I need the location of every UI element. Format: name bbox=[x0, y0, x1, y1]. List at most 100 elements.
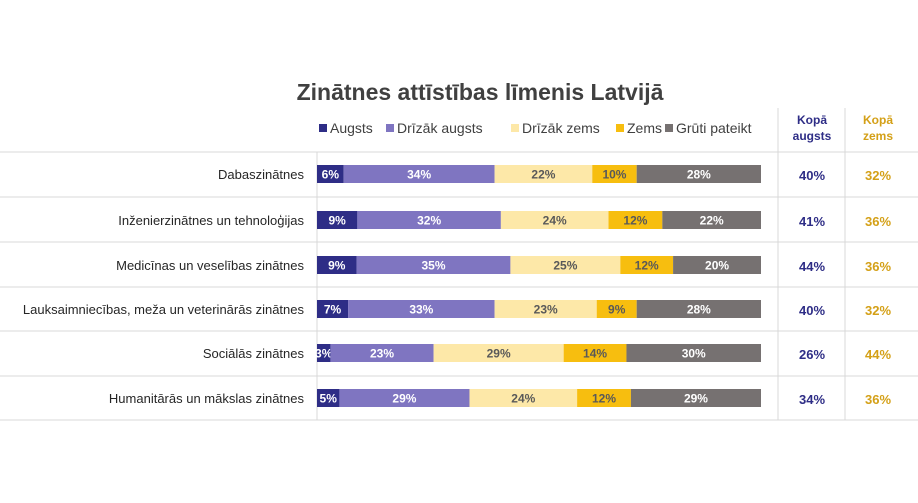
bar-segment-0-4 bbox=[636, 165, 761, 183]
chart-row-1: Inženierzinātnes un tehnoloģijas 9% 32% 24%… bbox=[118, 211, 761, 229]
gridlines bbox=[0, 108, 918, 421]
legend-label-0: Augsts bbox=[330, 120, 373, 136]
bar-label-4-4: 30% bbox=[682, 347, 706, 361]
bar-segment-5-2 bbox=[469, 389, 578, 407]
bar-segment-4-1 bbox=[330, 344, 434, 362]
category-label-3: Lauksaimniecības, meža un veterinārās zi… bbox=[23, 302, 305, 317]
bar-segment-3-4 bbox=[636, 300, 761, 318]
bar-label-0-4: 28% bbox=[687, 168, 711, 182]
bar-label-5-1: 29% bbox=[392, 392, 416, 406]
bar-label-3-3: 9% bbox=[608, 303, 626, 317]
bar-segment-3-2 bbox=[494, 300, 597, 318]
totals-value-1-2: 36% bbox=[865, 259, 891, 274]
chart-row-0: Dabaszinātnes 6% 34% 22% 10% 28% bbox=[218, 165, 761, 183]
category-label-0: Dabaszinātnes bbox=[218, 167, 304, 182]
bar-segment-2-2 bbox=[510, 256, 621, 274]
bar-segment-5-4 bbox=[630, 389, 761, 407]
bar-segment-4-0 bbox=[317, 344, 331, 362]
totals-value-0-1: 41% bbox=[799, 214, 825, 229]
bar-label-3-4: 28% bbox=[687, 303, 711, 317]
bar-label-1-1: 32% bbox=[417, 214, 441, 228]
legend: Augsts Drīzāk augsts Drīzāk zems Zems Grūti … bbox=[319, 120, 752, 136]
totals-value-1-0: 32% bbox=[865, 168, 891, 183]
totals-header-1-1: zems bbox=[863, 129, 893, 143]
totals-value-0-2: 44% bbox=[799, 259, 825, 274]
bar-label-4-0: 3% bbox=[315, 347, 333, 361]
chart-rows: Dabaszinātnes 6% 34% 22% 10% 28% Inženierzināt… bbox=[23, 165, 761, 407]
bar-label-0-2: 22% bbox=[531, 168, 555, 182]
category-label-5: Humanitārās un mākslas zinātnes bbox=[109, 391, 305, 406]
bar-segment-4-2 bbox=[433, 344, 564, 362]
totals-value-0-4: 26% bbox=[799, 347, 825, 362]
legend-label-2: Drīzāk zems bbox=[522, 120, 600, 136]
bar-segment-0-1 bbox=[343, 165, 495, 183]
bar-segment-1-4 bbox=[662, 211, 761, 229]
totals-header-0-0: Kopā bbox=[797, 113, 827, 127]
bar-segment-3-0 bbox=[317, 300, 349, 318]
bar-segment-3-3 bbox=[596, 300, 637, 318]
legend-swatch-3 bbox=[616, 124, 624, 132]
bar-segment-1-3 bbox=[608, 211, 663, 229]
category-label-2: Medicīnas un veselības zinātnes bbox=[116, 258, 304, 273]
bar-label-2-2: 25% bbox=[553, 259, 577, 273]
totals-value-1-3: 32% bbox=[865, 303, 891, 318]
bar-segment-2-0 bbox=[317, 256, 357, 274]
bar-label-2-3: 12% bbox=[635, 259, 659, 273]
bar-segment-2-1 bbox=[356, 256, 511, 274]
bar-label-0-1: 34% bbox=[407, 168, 431, 182]
chart-row-4: Sociālās zinātnes 3% 23% 29% 14% 30% bbox=[203, 344, 761, 362]
bar-label-4-3: 14% bbox=[583, 347, 607, 361]
legend-label-4: Grūti pateikt bbox=[676, 120, 752, 136]
bar-label-3-2: 23% bbox=[534, 303, 558, 317]
legend-swatch-1 bbox=[386, 124, 394, 132]
bar-segment-0-2 bbox=[494, 165, 593, 183]
bar-label-5-0: 5% bbox=[320, 392, 338, 406]
bar-segment-0-3 bbox=[592, 165, 637, 183]
category-label-4: Sociālās zinātnes bbox=[203, 346, 305, 361]
bar-label-0-0: 6% bbox=[322, 168, 340, 182]
legend-swatch-2 bbox=[511, 124, 519, 132]
legend-swatch-0 bbox=[319, 124, 327, 132]
totals-value-0-5: 34% bbox=[799, 392, 825, 407]
bar-label-1-0: 9% bbox=[329, 214, 347, 228]
chart-row-5: Humanitārās un mākslas zinātnes 5% 29% 24% 1… bbox=[109, 389, 761, 407]
bar-label-2-4: 20% bbox=[705, 259, 729, 273]
bar-segment-0-0 bbox=[317, 165, 344, 183]
bar-label-0-3: 10% bbox=[602, 168, 626, 182]
bar-label-3-1: 33% bbox=[409, 303, 433, 317]
chart-row-2: Medicīnas un veselības zinātnes 9% 35% 25% 1… bbox=[116, 256, 761, 274]
bar-label-4-2: 29% bbox=[487, 347, 511, 361]
bar-label-1-2: 24% bbox=[543, 214, 567, 228]
bar-label-5-2: 24% bbox=[511, 392, 535, 406]
legend-label-3: Zems bbox=[627, 120, 662, 136]
bar-label-1-3: 12% bbox=[623, 214, 647, 228]
bar-segment-5-1 bbox=[339, 389, 470, 407]
bar-segment-4-3 bbox=[563, 344, 627, 362]
bar-segment-1-1 bbox=[357, 211, 501, 229]
bar-label-5-4: 29% bbox=[684, 392, 708, 406]
bar-segment-5-0 bbox=[317, 389, 340, 407]
legend-label-1: Drīzāk augsts bbox=[397, 120, 483, 136]
category-label-1: Inženierzinātnes un tehnoloģijas bbox=[118, 213, 304, 228]
bar-label-2-0: 9% bbox=[328, 259, 346, 273]
bar-segment-1-0 bbox=[317, 211, 358, 229]
totals-value-1-4: 44% bbox=[865, 347, 891, 362]
totals-value-0-3: 40% bbox=[799, 303, 825, 318]
totals-header-0-1: augsts bbox=[793, 129, 832, 143]
bar-segment-2-3 bbox=[620, 256, 674, 274]
bar-segment-4-4 bbox=[626, 344, 761, 362]
chart-row-3: Lauksaimniecības, meža un veterinārās zi… bbox=[23, 300, 761, 318]
bar-segment-1-2 bbox=[500, 211, 609, 229]
bar-label-4-1: 23% bbox=[370, 347, 394, 361]
totals-columns: Kopā augsts 40% 41% 44% 40% 26% 34% Kopā zems 32% 3… bbox=[793, 113, 894, 407]
bar-label-1-4: 22% bbox=[700, 214, 724, 228]
bar-segment-3-1 bbox=[348, 300, 495, 318]
totals-value-1-1: 36% bbox=[865, 214, 891, 229]
legend-swatch-4 bbox=[665, 124, 673, 132]
bar-segment-5-3 bbox=[577, 389, 631, 407]
bar-label-5-3: 12% bbox=[592, 392, 616, 406]
bar-label-2-1: 35% bbox=[421, 259, 445, 273]
bar-label-3-0: 7% bbox=[324, 303, 342, 317]
totals-value-0-0: 40% bbox=[799, 168, 825, 183]
